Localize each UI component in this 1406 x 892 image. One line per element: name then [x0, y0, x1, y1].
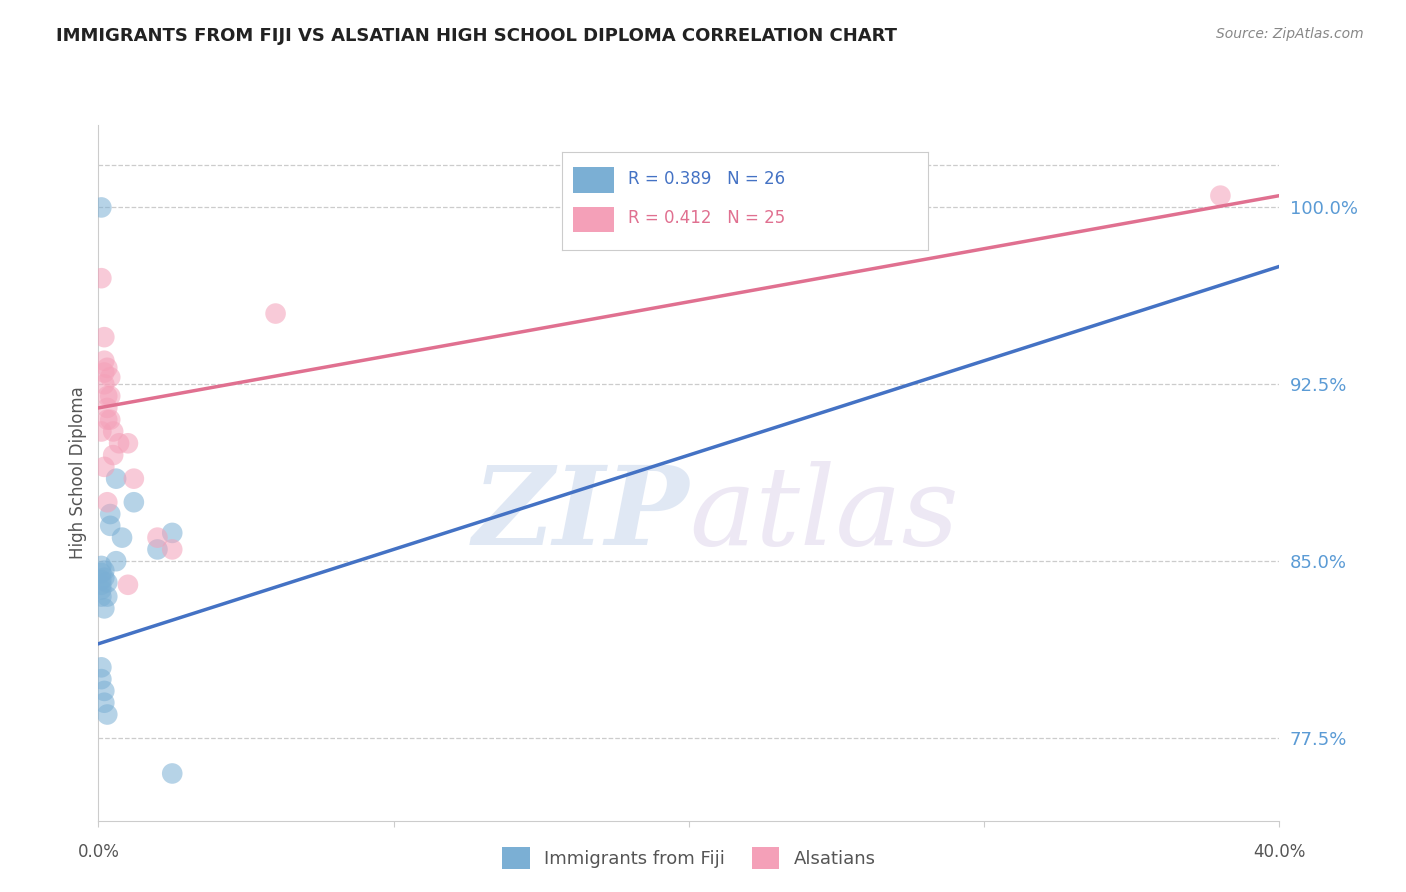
Point [108, 436, 131, 450]
Point [122, 495, 145, 509]
Point [90, 271, 112, 285]
Point [93, 330, 115, 344]
Point [117, 436, 139, 450]
Point [162, 525, 183, 540]
Point [103, 448, 125, 462]
Point [98, 507, 121, 521]
Point [93, 601, 115, 615]
Point [90, 660, 112, 674]
Point [96, 575, 118, 590]
Point [111, 531, 134, 545]
Point [98, 370, 121, 384]
Point [103, 425, 125, 439]
Point [90, 201, 112, 215]
Point [96, 590, 118, 604]
Point [96, 389, 118, 403]
Point [93, 377, 115, 392]
Text: atlas: atlas [689, 461, 959, 568]
Point [96, 495, 118, 509]
Text: ZIP: ZIP [472, 461, 689, 568]
Point [93, 571, 115, 585]
Point [93, 564, 115, 578]
Point [1209, 188, 1232, 202]
Point [93, 459, 115, 474]
Point [98, 389, 121, 403]
Bar [574, 168, 613, 193]
Text: R = 0.389   N = 26: R = 0.389 N = 26 [628, 170, 786, 188]
Text: Source: ZipAtlas.com: Source: ZipAtlas.com [1216, 27, 1364, 41]
Y-axis label: High School Diploma: High School Diploma [69, 386, 87, 559]
Point [96, 707, 118, 722]
Point [264, 307, 287, 321]
Point [117, 578, 139, 592]
Point [93, 366, 115, 380]
Point [90, 590, 112, 604]
Point [90, 578, 112, 592]
Point [90, 425, 112, 439]
Bar [574, 207, 613, 232]
Point [90, 573, 112, 587]
Point [162, 766, 183, 780]
Legend: Immigrants from Fiji, Alsatians: Immigrants from Fiji, Alsatians [494, 838, 884, 878]
Point [98, 518, 121, 533]
Point [90, 582, 112, 597]
Point [105, 554, 128, 568]
Point [90, 566, 112, 580]
Point [93, 353, 115, 368]
Text: 40.0%: 40.0% [1253, 843, 1306, 861]
Point [93, 696, 115, 710]
Point [90, 672, 112, 686]
Point [96, 413, 118, 427]
Point [93, 684, 115, 698]
Point [146, 542, 169, 557]
Text: R = 0.412   N = 25: R = 0.412 N = 25 [628, 210, 786, 227]
Point [96, 401, 118, 415]
Text: IMMIGRANTS FROM FIJI VS ALSATIAN HIGH SCHOOL DIPLOMA CORRELATION CHART: IMMIGRANTS FROM FIJI VS ALSATIAN HIGH SC… [56, 27, 897, 45]
Point [105, 472, 128, 486]
Text: 0.0%: 0.0% [77, 843, 120, 861]
Point [98, 413, 121, 427]
Point [146, 531, 169, 545]
Point [96, 360, 118, 375]
Point [90, 558, 112, 573]
Point [162, 542, 183, 557]
Point [122, 472, 145, 486]
